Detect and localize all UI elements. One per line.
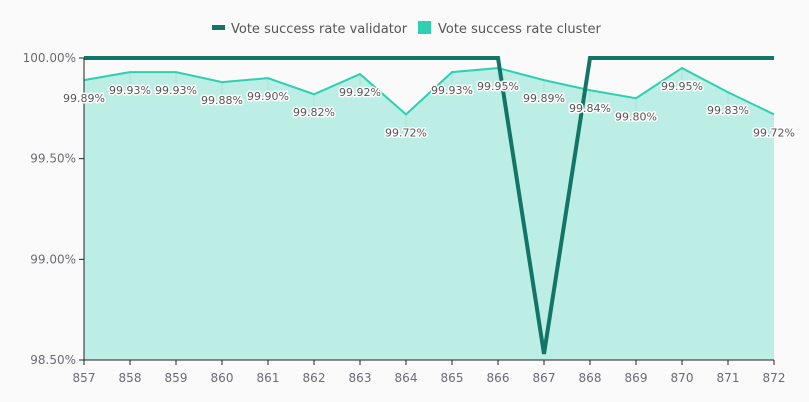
data-label: 99.89% [523,92,565,105]
data-label: 99.82% [293,106,335,119]
data-label: 99.95% [661,80,703,93]
x-tick-label: 858 [119,371,142,385]
data-label: 99.92% [339,86,381,99]
y-tick-label: 100.00% [23,51,76,65]
x-tick-label: 868 [579,371,602,385]
data-label: 99.93% [431,84,473,97]
legend-swatch-validator [212,25,225,30]
legend-label-cluster: Vote success rate cluster [438,22,601,37]
legend-swatch-cluster [418,21,431,34]
data-label: 99.89% [63,92,105,105]
data-label: 99.90% [247,90,289,103]
x-tick-label: 865 [441,371,464,385]
legend-label-validator: Vote success rate validator [231,22,408,37]
data-label: 99.80% [615,110,657,123]
data-label: 99.83% [707,104,749,117]
x-tick-label: 871 [717,371,740,385]
x-tick-label: 872 [763,371,786,385]
cluster-line [83,66,775,116]
x-tick-label: 860 [211,371,234,385]
x-tick-label: 859 [165,371,188,385]
x-tick-label: 857 [73,371,96,385]
data-label: 99.93% [109,84,151,97]
x-tick-label: 862 [303,371,326,385]
data-label: 99.95% [477,80,519,93]
data-label: 99.93% [155,84,197,97]
x-tick-label: 869 [625,371,648,385]
x-tick-label: 861 [257,371,280,385]
data-label: 99.72% [385,126,427,139]
y-tick-label: 98.50% [30,353,76,367]
x-tick-label: 864 [395,371,418,385]
validator-line [84,56,774,355]
data-label: 99.72% [753,126,795,139]
cluster-area [84,68,774,361]
x-tick-label: 866 [487,371,510,385]
data-label: 99.88% [201,94,243,107]
x-tick-label: 867 [533,371,556,385]
x-tick-label: 863 [349,371,372,385]
y-tick-label: 99.50% [30,152,76,166]
x-tick-label: 870 [671,371,694,385]
data-label: 99.84% [569,102,611,115]
y-tick-label: 99.00% [30,252,76,266]
